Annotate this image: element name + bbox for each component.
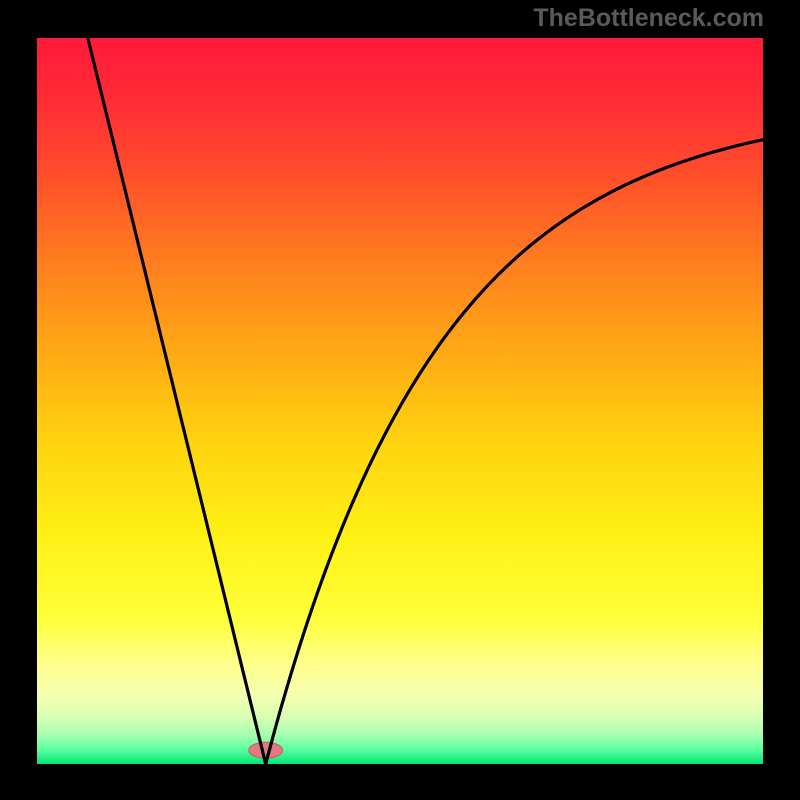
curve-line xyxy=(88,38,763,764)
watermark-text: TheBottleneck.com xyxy=(533,4,764,33)
chart-overlay-svg xyxy=(0,0,800,800)
notch-marker xyxy=(249,742,283,758)
chart-container: TheBottleneck.com xyxy=(0,0,800,800)
